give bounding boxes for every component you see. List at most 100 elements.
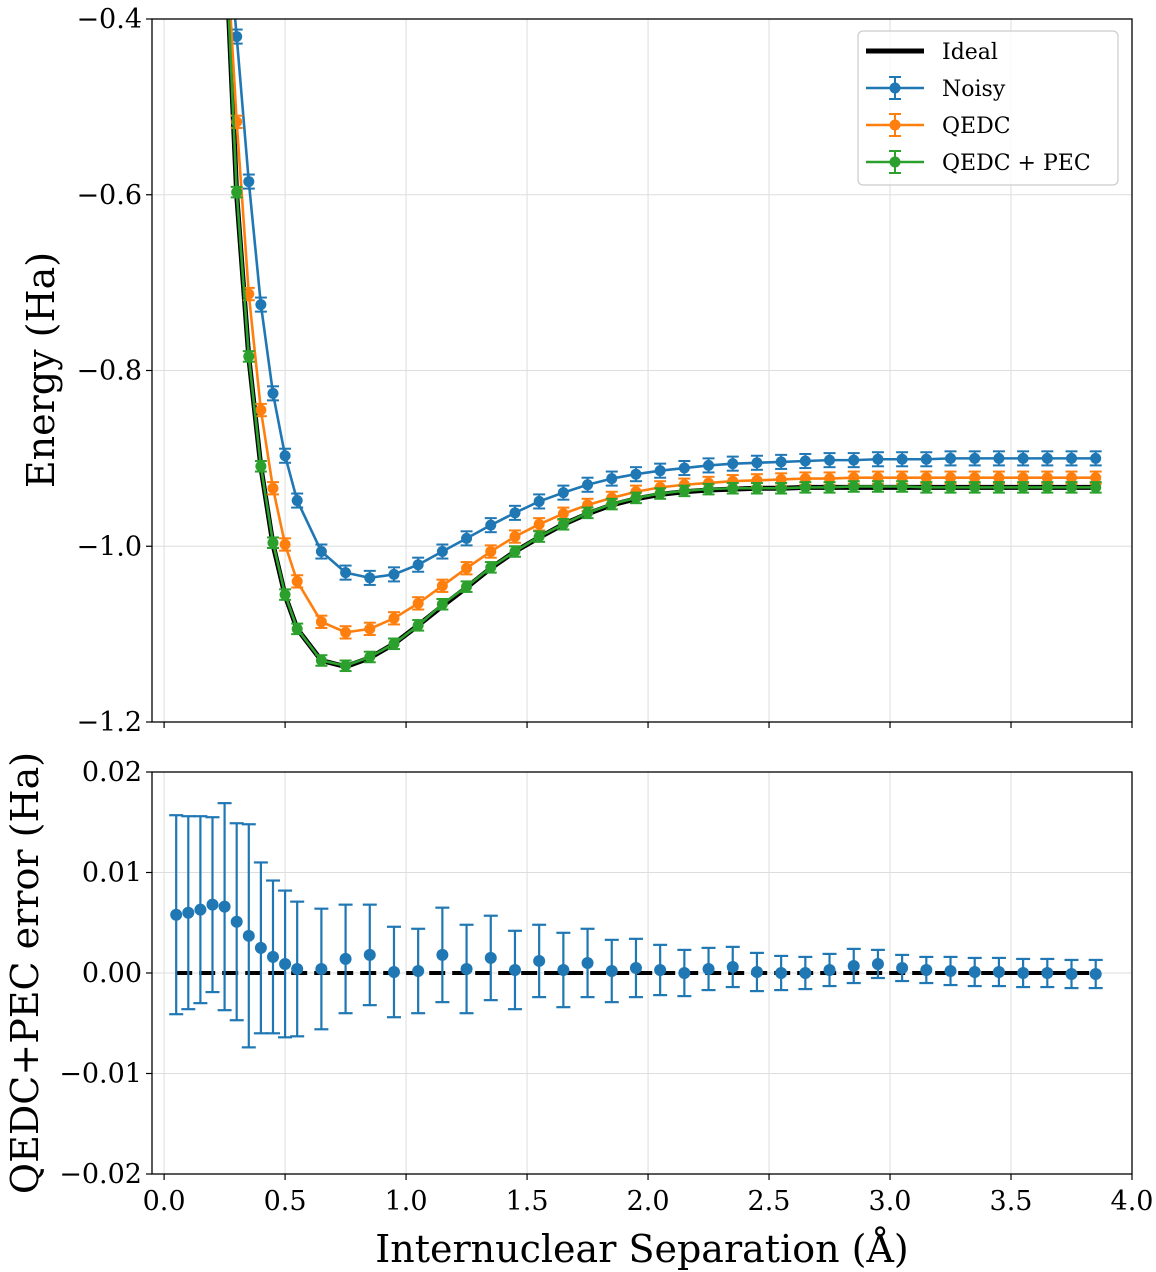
point-noisy [751, 457, 763, 469]
error-point [291, 962, 304, 975]
error-point [266, 950, 279, 963]
error-point [557, 963, 570, 976]
point-qedc-pec [315, 654, 327, 666]
point-noisy [509, 507, 521, 519]
point-noisy [799, 455, 811, 467]
point-noisy [243, 176, 255, 188]
point-qedc-pec [231, 186, 243, 198]
point-qedc [509, 531, 521, 543]
point-qedc-pec [557, 518, 569, 530]
error-point [1017, 967, 1030, 979]
point-qedc-pec [654, 488, 666, 500]
point-qedc-pec [364, 651, 376, 663]
legend-marker [889, 119, 901, 131]
point-qedc [255, 404, 267, 416]
energy-y-tick-label: −0.4 [76, 4, 142, 35]
series-line-qedc [229, 19, 1096, 634]
point-qedc-pec [896, 480, 908, 492]
point-qedc-pec [872, 480, 884, 492]
x-tick-label: 3.5 [990, 1186, 1033, 1217]
error-point [1065, 968, 1078, 981]
point-qedc [920, 472, 932, 484]
legend-entry-qedc: QEDC [866, 113, 1011, 139]
point-noisy [969, 452, 981, 464]
point-qedc-pec [509, 546, 521, 558]
series-noisy [230, 19, 1102, 586]
point-noisy [945, 452, 957, 464]
legend-swatch-qedc [866, 113, 924, 137]
x-axis-title: Internuclear Separation (Å) [375, 1227, 908, 1271]
point-noisy [727, 458, 739, 470]
point-qedc [461, 562, 473, 574]
point-noisy [848, 454, 860, 466]
legend-entry-noisy: Noisy [866, 76, 1006, 102]
energy-y-tick-label: −1.2 [76, 707, 142, 738]
point-noisy [267, 387, 279, 399]
point-qedc-pec [582, 507, 594, 519]
error-y-tick-label: −0.01 [59, 1059, 142, 1090]
error-point [206, 898, 219, 911]
error-point [412, 964, 425, 977]
energy-y-tick-label: −0.6 [76, 180, 142, 211]
point-qedc [388, 612, 400, 624]
x-tick-label: 2.5 [748, 1186, 791, 1217]
error-point [242, 929, 255, 942]
error-point [170, 908, 183, 921]
point-qedc-pec [412, 619, 424, 631]
point-qedc-pec [340, 660, 352, 672]
point-noisy [436, 546, 448, 558]
error-point [750, 965, 763, 978]
point-noisy [388, 568, 400, 580]
point-noisy [461, 532, 473, 544]
point-qedc [1090, 472, 1102, 484]
point-qedc [1041, 472, 1053, 484]
error-point [605, 964, 618, 977]
point-qedc-pec [279, 589, 291, 601]
point-noisy [993, 452, 1005, 464]
series-line-noisy [233, 19, 1096, 580]
point-noisy [557, 487, 569, 499]
series-qedc-pec [227, 19, 1102, 673]
point-qedc-pec [533, 531, 545, 543]
point-qedc [412, 597, 424, 609]
legend-entry-ideal: Ideal [866, 40, 998, 65]
error-y-tick-label: 0.00 [82, 958, 142, 989]
error-point [654, 963, 667, 976]
error-point [436, 948, 449, 961]
point-noisy [533, 495, 545, 507]
point-noisy [775, 456, 787, 468]
error-point [1041, 967, 1054, 979]
point-noisy [291, 495, 303, 507]
error-point [194, 903, 207, 916]
point-qedc-pec [388, 638, 400, 650]
point-noisy [340, 567, 352, 579]
error-point [968, 965, 981, 978]
error-point [339, 952, 352, 965]
point-qedc [557, 508, 569, 520]
point-qedc [533, 518, 545, 530]
point-noisy [1066, 452, 1078, 464]
point-noisy [920, 453, 932, 465]
error-point [581, 956, 594, 969]
x-tick-label: 2.0 [627, 1186, 670, 1217]
point-qedc-pec [1041, 481, 1053, 493]
error-point [992, 965, 1005, 978]
legend-swatch-qedc-pec [866, 150, 924, 174]
energy-y-axis-title: Energy (Ha) [19, 252, 63, 488]
legend-marker [889, 82, 901, 94]
point-noisy [1017, 452, 1029, 464]
point-qedc [969, 472, 981, 484]
point-noisy [1090, 452, 1102, 464]
error-point [871, 957, 884, 970]
series-line-qedc-pec [227, 19, 1096, 668]
error-point [254, 941, 267, 954]
error-point [508, 963, 521, 976]
error-point [629, 961, 642, 974]
energy-ticks: −1.2 −1.0 −0.8 −0.6 −0.4 [76, 4, 1133, 738]
error-point [847, 959, 860, 972]
point-qedc-pec [1066, 481, 1078, 493]
point-qedc [993, 472, 1005, 484]
error-point [315, 962, 328, 975]
point-qedc-pec [1017, 481, 1029, 493]
point-qedc [485, 546, 497, 558]
